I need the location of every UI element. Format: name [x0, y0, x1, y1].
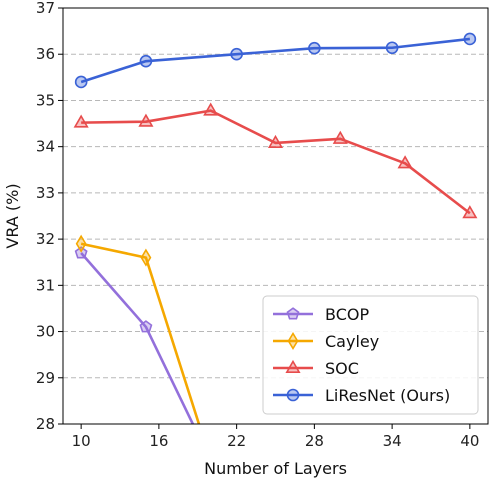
series-cayley — [75, 234, 201, 424]
series-line-soc — [81, 109, 471, 215]
x-tick-label: 16 — [149, 432, 168, 450]
y-tick-label: 29 — [36, 369, 55, 387]
data-point-soc — [73, 114, 89, 128]
legend-marker-liresnet-ours — [286, 388, 300, 402]
legend: BCOP Cayley SOC LiResNet (Ours) — [262, 295, 479, 415]
data-point-soc — [138, 113, 154, 127]
data-point-liresnet-ours — [385, 41, 399, 55]
series-line-liresnet-ours — [80, 37, 471, 84]
data-point-soc — [332, 130, 348, 144]
y-tick-label: 28 — [36, 415, 55, 433]
series-line-cayley — [80, 242, 201, 424]
x-axis-label: Number of Layers — [204, 459, 347, 478]
y-axis-label: VRA (%) — [3, 183, 22, 248]
data-point-soc — [267, 134, 284, 148]
y-tick-label: 30 — [36, 323, 55, 341]
series-soc — [73, 102, 478, 219]
y-tick-label: 36 — [36, 45, 55, 63]
x-tick-label: 34 — [383, 432, 402, 450]
y-tick-label: 37 — [36, 0, 55, 17]
series-line-bcop — [80, 252, 195, 424]
y-tick-label: 34 — [36, 138, 55, 156]
data-point-soc — [462, 205, 478, 219]
legend-marker-bcop — [286, 307, 300, 320]
x-tick-label: 10 — [72, 432, 91, 450]
series-group — [73, 32, 478, 424]
x-tick-label: 22 — [227, 432, 246, 450]
data-point-liresnet-ours — [74, 75, 88, 89]
y-axis-ticks: 28 29 30 31 32 33 34 35 36 37 — [36, 0, 63, 433]
data-point-cayley — [75, 234, 87, 253]
legend-label-cayley: Cayley — [325, 332, 379, 351]
plot-frame — [62, 7, 489, 425]
legend-box — [262, 295, 479, 415]
data-point-cayley — [140, 248, 152, 267]
data-point-soc — [397, 155, 413, 169]
x-tick-label: 40 — [460, 432, 479, 450]
data-point-soc — [203, 102, 219, 116]
series-liresnet-ours — [74, 32, 477, 89]
x-axis-ticks: 10 16 22 28 34 40 — [72, 424, 479, 450]
y-tick-label: 32 — [36, 230, 55, 248]
y-tick-label: 33 — [36, 184, 55, 202]
legend-marker-cayley — [287, 331, 299, 351]
legend-label-bcop: BCOP — [325, 305, 369, 324]
data-point-liresnet-ours — [230, 47, 243, 61]
legend-marker-soc — [285, 359, 301, 374]
data-point-liresnet-ours — [139, 54, 153, 68]
x-tick-label: 28 — [305, 432, 324, 450]
legend-label-liresnet-ours: LiResNet (Ours) — [325, 386, 450, 405]
data-point-liresnet-ours — [463, 32, 477, 46]
legend-label-soc: SOC — [325, 359, 359, 378]
data-point-liresnet-ours — [308, 41, 321, 55]
y-tick-label: 31 — [36, 276, 55, 294]
y-tick-label: 35 — [36, 91, 55, 109]
data-point-bcop — [139, 320, 153, 333]
series-bcop — [74, 246, 195, 424]
